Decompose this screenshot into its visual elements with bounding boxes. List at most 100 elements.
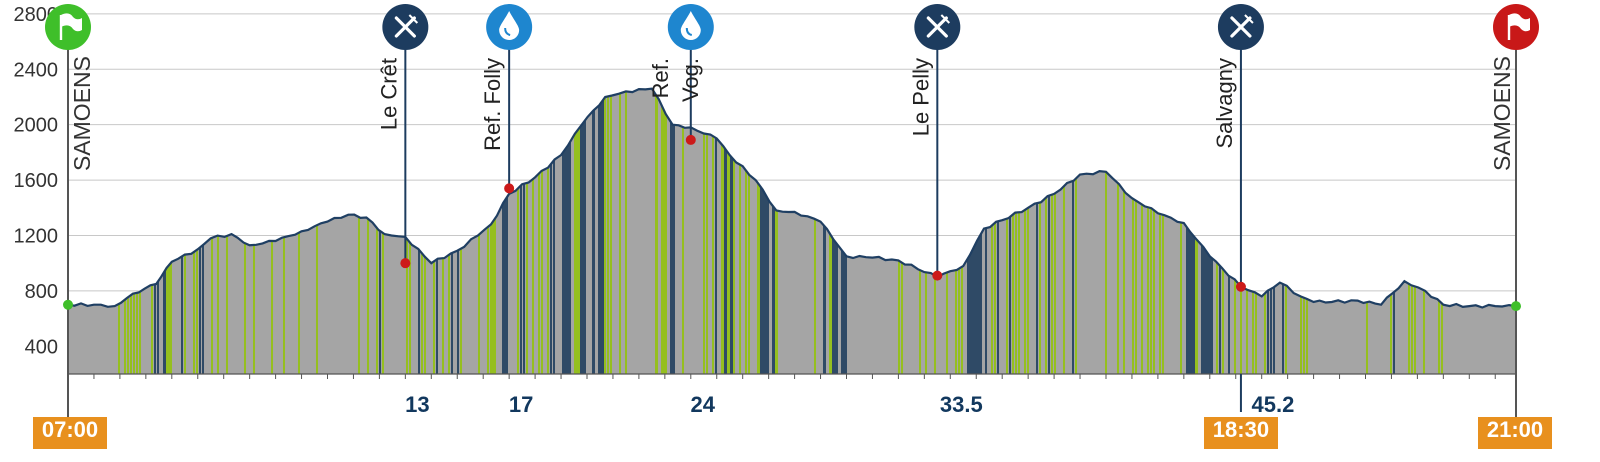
slope-stripe	[1054, 88, 1056, 374]
slope-stripe	[1150, 88, 1152, 374]
slope-stripe	[133, 88, 135, 374]
slope-stripe	[1123, 88, 1125, 374]
y-tick-label: 800	[25, 281, 58, 303]
slope-stripe	[703, 88, 705, 374]
waypoint-dot	[932, 270, 943, 281]
slope-stripe	[526, 88, 528, 374]
slope-stripe	[592, 88, 595, 374]
slope-stripe	[1162, 88, 1164, 374]
slope-stripe	[1006, 88, 1008, 374]
slope-stripe	[919, 88, 921, 374]
waypoints: Le Crêt 13 Ref. Folly 17 Ref. Vog. 24 Le Pelly 3…	[376, 4, 1294, 417]
water-drop-icon	[667, 4, 714, 50]
slope-stripe	[976, 88, 979, 374]
slope-stripe	[1018, 88, 1020, 374]
slope-stripe	[478, 88, 480, 374]
slope-stripe	[418, 88, 420, 374]
slope-stripe	[451, 88, 453, 374]
red-flag-icon	[1493, 4, 1539, 50]
waypoint-name: Vog.	[678, 58, 703, 102]
slope-stripe	[664, 88, 667, 374]
slope-stripe	[730, 88, 733, 374]
slope-stripe	[1273, 88, 1275, 374]
slope-stripe	[973, 88, 976, 374]
slope-stripe	[136, 88, 138, 374]
slope-stripe	[169, 88, 172, 374]
slope-stripe	[1270, 88, 1272, 374]
slope-stripe	[505, 88, 508, 374]
slope-stripe	[442, 88, 444, 374]
slope-stripe	[184, 88, 186, 374]
slope-stripe	[979, 88, 982, 374]
slope-stripe	[517, 88, 519, 374]
km-label: 17	[509, 392, 533, 417]
slope-stripe	[901, 88, 903, 374]
slope-stripe	[118, 88, 120, 374]
slope-stripe	[1204, 88, 1207, 374]
slope-stripe	[298, 88, 300, 374]
slope-stripe	[844, 88, 847, 374]
y-tick-label: 1200	[14, 225, 59, 247]
waypoint: Salvagny 45.2	[1212, 4, 1294, 417]
slope-stripe	[1180, 88, 1182, 374]
waypoint: Ref. Folly 17	[480, 4, 533, 417]
slope-stripe	[490, 88, 493, 374]
slope-stripe	[1423, 88, 1425, 374]
waypoint-dot	[400, 258, 411, 269]
slope-stripe	[382, 88, 384, 374]
slope-stripe	[760, 88, 763, 374]
slope-stripe	[154, 88, 156, 374]
slope-stripe	[139, 88, 141, 374]
waypoint: Ref. Vog. 24	[648, 4, 716, 417]
slope-stripe	[829, 88, 832, 374]
slope-stripe	[1441, 88, 1443, 374]
slope-stripe	[832, 88, 835, 374]
profile-area	[67, 87, 1517, 374]
slope-stripe	[577, 88, 580, 374]
slope-stripe	[253, 88, 255, 374]
slope-stripe	[1207, 88, 1210, 374]
fork-knife-icon	[382, 4, 429, 50]
slope-stripe	[1390, 88, 1392, 374]
y-tick-label: 2000	[14, 115, 59, 137]
fork-knife-icon	[1217, 4, 1264, 50]
slope-stripe	[619, 88, 621, 374]
slope-stripe	[1012, 88, 1014, 374]
slope-stripe	[925, 88, 927, 374]
slope-stripe	[547, 88, 549, 374]
slope-stripe	[1048, 88, 1050, 374]
slope-stripe	[604, 88, 606, 374]
x-axis	[68, 373, 1516, 379]
slope-stripe	[1282, 88, 1284, 374]
slope-stripe	[958, 88, 960, 374]
slope-stripe	[568, 88, 571, 374]
time-label: 18:30	[1203, 417, 1278, 449]
slope-stripe	[127, 88, 129, 374]
start-name: SAMOENS	[69, 56, 95, 171]
slope-stripe	[898, 88, 900, 374]
slope-stripe	[166, 88, 169, 374]
slope-stripe	[487, 88, 489, 374]
finish-marker: SAMOENS	[1489, 4, 1539, 420]
slope-stripe	[1135, 88, 1137, 374]
slope-stripe	[1234, 88, 1236, 374]
slope-stripe	[583, 88, 586, 374]
slope-stripe	[991, 88, 993, 374]
slope-stripe	[1072, 88, 1074, 374]
start-finish: SAMOENS SAMOENS	[45, 4, 1539, 420]
slope-stripe	[1228, 88, 1230, 374]
slope-stripe	[1366, 88, 1368, 374]
slope-stripe	[1159, 88, 1161, 374]
slope-stripe	[1117, 88, 1119, 374]
slope-stripe	[1267, 88, 1269, 374]
slope-stripe	[358, 88, 360, 374]
slope-stripe	[217, 88, 219, 374]
slope-stripe	[775, 88, 778, 374]
slope-stripe	[727, 88, 730, 374]
slope-stripe	[1192, 88, 1195, 374]
slope-stripe	[1222, 88, 1224, 374]
slope-stripe	[1219, 88, 1221, 374]
slope-stripe	[523, 88, 525, 374]
slope-stripe	[1300, 88, 1302, 374]
